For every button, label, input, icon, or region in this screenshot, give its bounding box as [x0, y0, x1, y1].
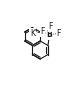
Text: F: F: [56, 29, 61, 38]
Text: F: F: [40, 27, 45, 36]
Text: +: +: [34, 28, 38, 32]
Text: B: B: [47, 30, 52, 39]
Text: K: K: [30, 29, 35, 38]
Text: F: F: [48, 22, 53, 31]
